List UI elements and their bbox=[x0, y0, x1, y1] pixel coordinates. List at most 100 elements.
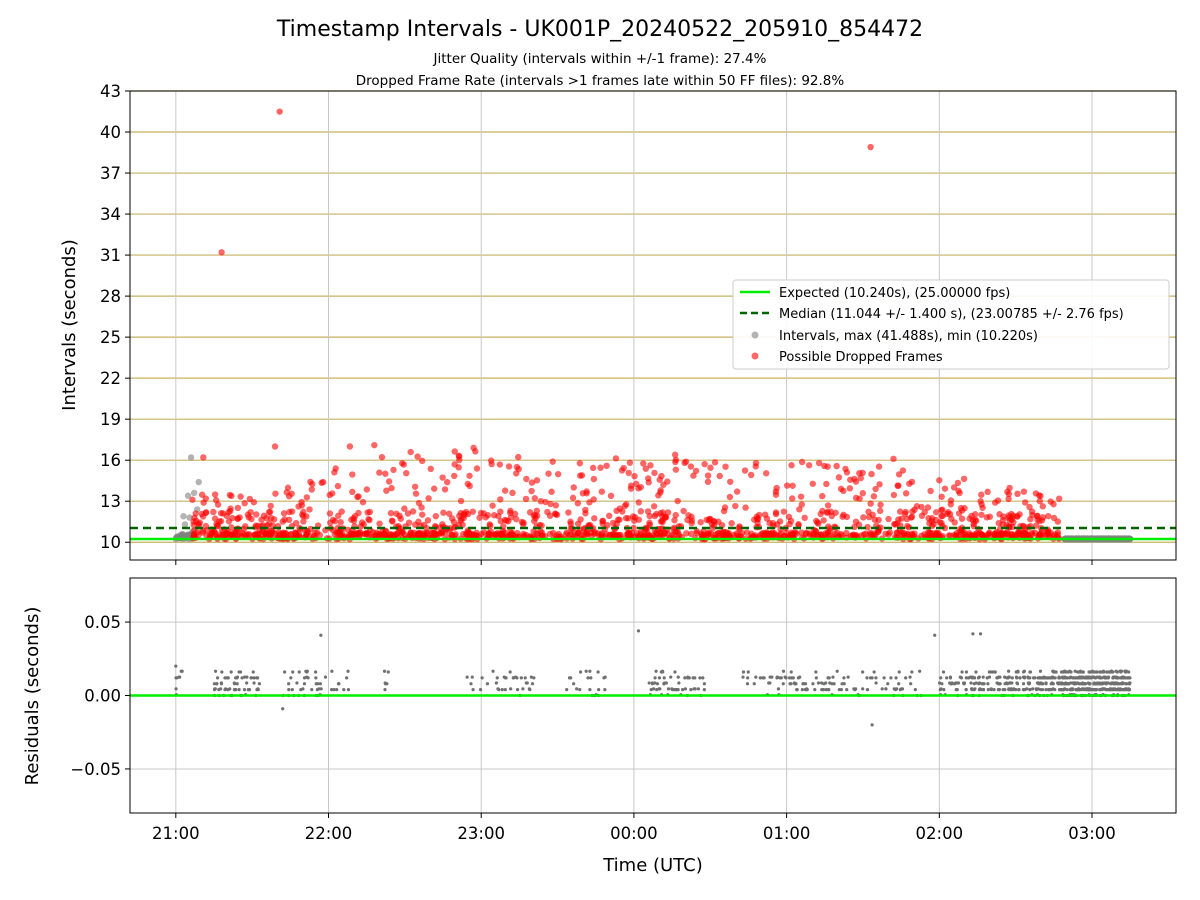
residual-point bbox=[1044, 682, 1048, 686]
dropped-frame-point bbox=[642, 465, 650, 472]
residual-point bbox=[1031, 687, 1035, 691]
interval-point bbox=[186, 514, 193, 521]
residual-point bbox=[234, 676, 238, 680]
residual-point bbox=[335, 688, 339, 692]
dropped-frame-point bbox=[360, 521, 367, 528]
dropped-frame-point bbox=[623, 501, 630, 508]
interval-point bbox=[187, 454, 195, 461]
dropped-frame-point bbox=[579, 490, 586, 497]
residual-point bbox=[497, 688, 501, 692]
residual-point bbox=[212, 688, 217, 692]
dropped-frame-point bbox=[877, 507, 884, 515]
residual-point bbox=[485, 682, 490, 686]
residual-point bbox=[828, 681, 832, 685]
residual-point bbox=[886, 682, 890, 686]
dropped-frame-point bbox=[669, 531, 676, 538]
dropped-frame-point bbox=[1045, 512, 1052, 520]
residual-point bbox=[892, 687, 896, 691]
residual-point bbox=[1036, 687, 1040, 691]
residual-point bbox=[588, 688, 592, 692]
top-y-tick-label: 31 bbox=[100, 246, 121, 265]
legend-expected-label: Expected (10.240s), (25.00000 fps) bbox=[779, 286, 1010, 301]
residual-point bbox=[519, 676, 523, 680]
dropped-frame-point bbox=[643, 531, 651, 539]
residual-point bbox=[318, 682, 322, 686]
residual-point bbox=[287, 688, 291, 692]
dropped-frame-point bbox=[763, 529, 770, 536]
residual-point bbox=[992, 688, 996, 692]
dropped-frame-point bbox=[589, 464, 597, 472]
dropped-frame-point bbox=[412, 490, 420, 497]
residual-point bbox=[800, 688, 804, 692]
dropped-frame-point bbox=[772, 510, 780, 518]
residual-point bbox=[1059, 670, 1064, 674]
dropped-frame-point bbox=[672, 466, 680, 473]
residual-point bbox=[986, 682, 990, 686]
residual-point bbox=[942, 688, 946, 692]
residual-point bbox=[1097, 676, 1102, 680]
dropped-frame-point bbox=[218, 249, 225, 256]
residual-point bbox=[596, 670, 600, 674]
bottom-plot-frame bbox=[129, 577, 1177, 814]
residual-point bbox=[316, 682, 320, 686]
residual-point bbox=[909, 682, 913, 686]
residual-point bbox=[578, 670, 583, 674]
dropped-frame-point bbox=[518, 518, 526, 526]
dropped-frame-point bbox=[612, 455, 620, 462]
residual-point bbox=[1051, 669, 1055, 673]
dropped-frame-point bbox=[538, 529, 546, 536]
dropped-frame-point bbox=[497, 508, 504, 515]
residual-point bbox=[1127, 682, 1132, 686]
dropped-frame-point bbox=[439, 474, 446, 481]
dropped-frame-point bbox=[1000, 513, 1007, 520]
dropped-frame-point bbox=[742, 504, 749, 511]
dropped-frame-point bbox=[772, 488, 780, 495]
dropped-frame-point bbox=[798, 501, 805, 508]
dropped-frame-point bbox=[966, 515, 973, 522]
dropped-frame-point bbox=[896, 508, 904, 515]
dropped-frame-point bbox=[416, 532, 423, 539]
dropped-frame-point bbox=[1010, 518, 1017, 526]
interval-point bbox=[195, 478, 202, 486]
dropped-frame-point bbox=[554, 470, 562, 478]
dropped-frame-point bbox=[1055, 495, 1063, 502]
dropped-frame-point bbox=[234, 515, 241, 522]
dropped-frame-point bbox=[688, 530, 695, 538]
dropped-frame-point bbox=[918, 512, 926, 520]
dropped-frame-point bbox=[533, 512, 541, 519]
chart-subtitle-jitter: Jitter Quality (intervals within +/-1 fr… bbox=[433, 51, 767, 67]
residual-point bbox=[1056, 681, 1060, 685]
dropped-frame-point bbox=[533, 477, 541, 484]
dropped-frame-point bbox=[531, 495, 539, 502]
dropped-frame-point bbox=[659, 518, 666, 526]
residual-point bbox=[1077, 682, 1081, 686]
interval-point bbox=[184, 492, 192, 499]
residual-point bbox=[913, 688, 917, 692]
dropped-frame-point bbox=[978, 511, 985, 518]
residual-point bbox=[508, 670, 512, 674]
residual-point bbox=[252, 681, 256, 685]
dropped-frame-point bbox=[306, 506, 313, 513]
dropped-frame-point bbox=[787, 517, 795, 525]
residual-point bbox=[1051, 687, 1055, 691]
residual-point bbox=[1107, 670, 1111, 674]
dropped-frame-point bbox=[489, 502, 496, 509]
dropped-frame-point bbox=[441, 486, 449, 493]
residual-point bbox=[655, 688, 659, 692]
residual-point bbox=[793, 682, 797, 686]
dropped-frame-point bbox=[1014, 490, 1021, 498]
dropped-frame-point bbox=[789, 495, 796, 502]
dropped-frame-point bbox=[334, 482, 342, 490]
residual-point bbox=[565, 688, 569, 692]
residual-point bbox=[1083, 676, 1088, 680]
dropped-frame-point bbox=[918, 503, 925, 511]
residual-point bbox=[835, 669, 839, 673]
residual-point bbox=[995, 676, 999, 680]
residual-point bbox=[1016, 669, 1020, 673]
dropped-frame-point bbox=[727, 478, 734, 485]
dropped-frame-point bbox=[707, 464, 714, 471]
dropped-frame-point bbox=[650, 503, 658, 510]
residual-point bbox=[521, 687, 525, 691]
dropped-frame-point bbox=[819, 492, 826, 500]
